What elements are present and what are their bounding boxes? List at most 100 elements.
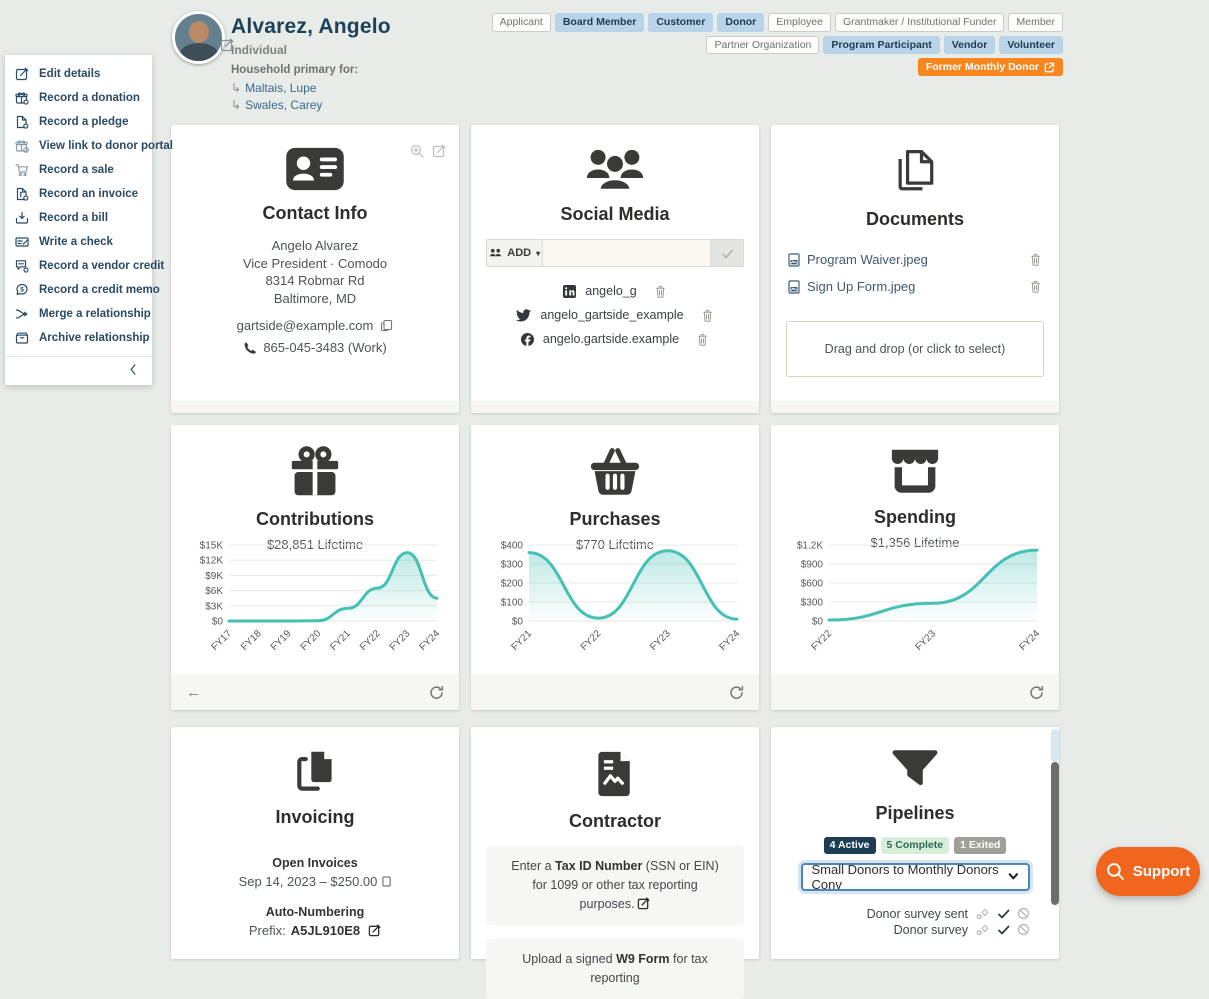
svg-text:$9K: $9K <box>205 571 223 582</box>
file-image-icon <box>788 252 800 267</box>
search-icon <box>1106 863 1124 880</box>
svg-text:FY23: FY23 <box>388 628 413 653</box>
facebook-icon[interactable] <box>520 332 534 346</box>
gift-icon <box>171 425 459 498</box>
social-handle[interactable]: angelo.gartside.example <box>542 332 680 346</box>
document-link[interactable]: Sign Up Form.jpeg <box>807 279 916 294</box>
sidebar-item-archive-relationship[interactable]: Archive relationship <box>5 326 152 350</box>
former-monthly-donor-badge[interactable]: Former Monthly Donor <box>917 58 1063 76</box>
open-invoice-entry[interactable]: Sep 14, 2023 – $250.00 <box>238 874 378 889</box>
skip-icon[interactable] <box>1017 923 1030 936</box>
gears-icon[interactable] <box>975 924 990 936</box>
sidebar-item-record-donation[interactable]: Record a donation <box>5 86 152 110</box>
tag-board-member[interactable]: Board Member <box>554 13 645 32</box>
contact-email: gartside@example.com <box>236 318 374 333</box>
svg-text:$400: $400 <box>501 541 524 552</box>
document-link[interactable]: Program Waiver.jpeg <box>807 252 928 267</box>
back-arrow-icon[interactable]: ← <box>186 683 201 701</box>
refresh-icon[interactable] <box>1029 685 1044 700</box>
trash-icon[interactable] <box>696 333 709 346</box>
edit-icon[interactable] <box>368 924 381 937</box>
support-button[interactable]: Support <box>1096 847 1200 896</box>
avatar-edit-icon[interactable] <box>220 38 234 52</box>
svg-text:$900: $900 <box>801 560 824 571</box>
linkedin-icon[interactable] <box>563 284 577 298</box>
document-plus-icon <box>15 115 29 129</box>
phone-icon <box>243 341 257 355</box>
social-card-icon <box>471 125 759 193</box>
sidebar-item-record-pledge[interactable]: Record a pledge <box>5 110 152 134</box>
tag-volunteer[interactable]: Volunteer <box>999 35 1063 54</box>
sidebar-item-donor-portal-link[interactable]: View link to donor portal <box>5 134 173 158</box>
active-count-badge[interactable]: 4 Active <box>823 837 876 854</box>
merge-icon <box>15 307 29 321</box>
tag-applicant[interactable]: Applicant <box>491 13 551 32</box>
svg-text:FY18: FY18 <box>239 628 264 653</box>
sidebar-item-record-vendor-credit[interactable]: Record a vendor credit <box>5 254 164 278</box>
pipeline-select[interactable]: Small Donors to Monthly Donors Conv <box>800 862 1030 892</box>
card-footer <box>771 401 1059 413</box>
sidebar-collapse-button[interactable] <box>5 359 152 381</box>
svg-text:$6K: $6K <box>205 586 223 597</box>
refresh-icon[interactable] <box>729 685 744 700</box>
tag-program-participant[interactable]: Program Participant <box>823 35 940 54</box>
step-label: Donor survey sent <box>866 906 968 921</box>
tag-employee[interactable]: Employee <box>768 13 831 32</box>
social-handle-input[interactable] <box>542 239 712 267</box>
card-title: Contractor <box>568 811 661 831</box>
skip-icon[interactable] <box>1017 907 1030 920</box>
tag-vendor[interactable]: Vendor <box>943 35 996 54</box>
social-handle[interactable]: angelo_gartside_example <box>540 308 684 322</box>
complete-count-badge[interactable]: 5 Complete <box>880 837 950 854</box>
copy-icon[interactable] <box>380 319 393 332</box>
w9-upload-box[interactable]: Upload a signed W9 Form for tax reportin… <box>486 939 744 999</box>
svg-text:$300: $300 <box>801 598 824 609</box>
household-link[interactable]: ↳ Swales, Carey <box>231 98 323 112</box>
check-icon[interactable] <box>997 923 1010 936</box>
svg-text:$15K: $15K <box>200 541 224 552</box>
invoicing-card-icon <box>171 727 459 796</box>
refresh-icon[interactable] <box>429 685 444 700</box>
tag-donor[interactable]: Donor <box>717 13 765 32</box>
social-submit-button[interactable] <box>711 239 744 267</box>
twitter-icon[interactable] <box>516 308 532 322</box>
sidebar-item-record-sale[interactable]: Record a sale <box>5 158 152 182</box>
external-link-icon <box>1044 62 1055 72</box>
household-link[interactable]: ↳ Maltais, Lupe <box>231 81 317 95</box>
social-add-button[interactable]: ADD ▾ <box>486 239 543 267</box>
contributions-card: Contributions $28,851 Lifetime $15K $12K $… <box>171 425 459 710</box>
sidebar-item-record-credit-memo[interactable]: $ Record a credit memo <box>5 278 160 302</box>
trash-icon[interactable] <box>1029 280 1042 293</box>
scrollbar-track[interactable] <box>1051 729 1059 762</box>
svg-text:FY24: FY24 <box>717 628 742 653</box>
gears-icon[interactable] <box>975 908 990 920</box>
inbox-download-icon <box>15 211 29 225</box>
card-title: Spending <box>874 507 956 527</box>
chevron-left-icon <box>130 364 136 375</box>
scrollbar-thumb[interactable] <box>1051 762 1059 905</box>
edit-icon[interactable] <box>637 897 650 910</box>
trash-icon[interactable] <box>654 285 667 298</box>
invoice-box-icon[interactable] <box>382 876 391 887</box>
edit-icon[interactable] <box>432 144 446 158</box>
tag-customer[interactable]: Customer <box>648 13 714 32</box>
sidebar-item-record-bill[interactable]: Record a bill <box>5 206 152 230</box>
pipeline-step-row: Donor survey <box>771 922 1059 938</box>
sidebar-item-edit-details[interactable]: Edit details <box>5 62 152 86</box>
zoom-in-icon[interactable] <box>410 144 424 158</box>
trash-icon[interactable] <box>1029 253 1042 266</box>
sidebar-item-record-invoice[interactable]: Record an invoice <box>5 182 152 206</box>
check-icon[interactable] <box>997 907 1010 920</box>
sidebar-item-write-check[interactable]: Write a check <box>5 230 152 254</box>
social-handle[interactable]: angelo_g <box>585 284 637 298</box>
sidebar-item-merge-relationship[interactable]: Merge a relationship <box>5 302 152 326</box>
svg-text:$300: $300 <box>501 560 524 571</box>
tag-member[interactable]: Member <box>1008 13 1063 32</box>
tag-partner-organization[interactable]: Partner Organization <box>706 35 820 54</box>
spending-card: Spending $1,356 Lifetime $1.2K $900 $600 $3… <box>771 425 1059 710</box>
invoicing-card: Invoicing Open Invoices Sep 14, 2023 – $… <box>171 727 459 959</box>
trash-icon[interactable] <box>701 309 714 322</box>
tag-grantmaker[interactable]: Grantmaker / Institutional Funder <box>834 13 1005 32</box>
exited-count-badge[interactable]: 1 Exited <box>954 837 1007 854</box>
file-dropzone[interactable]: Drag and drop (or click to select) <box>786 321 1044 377</box>
